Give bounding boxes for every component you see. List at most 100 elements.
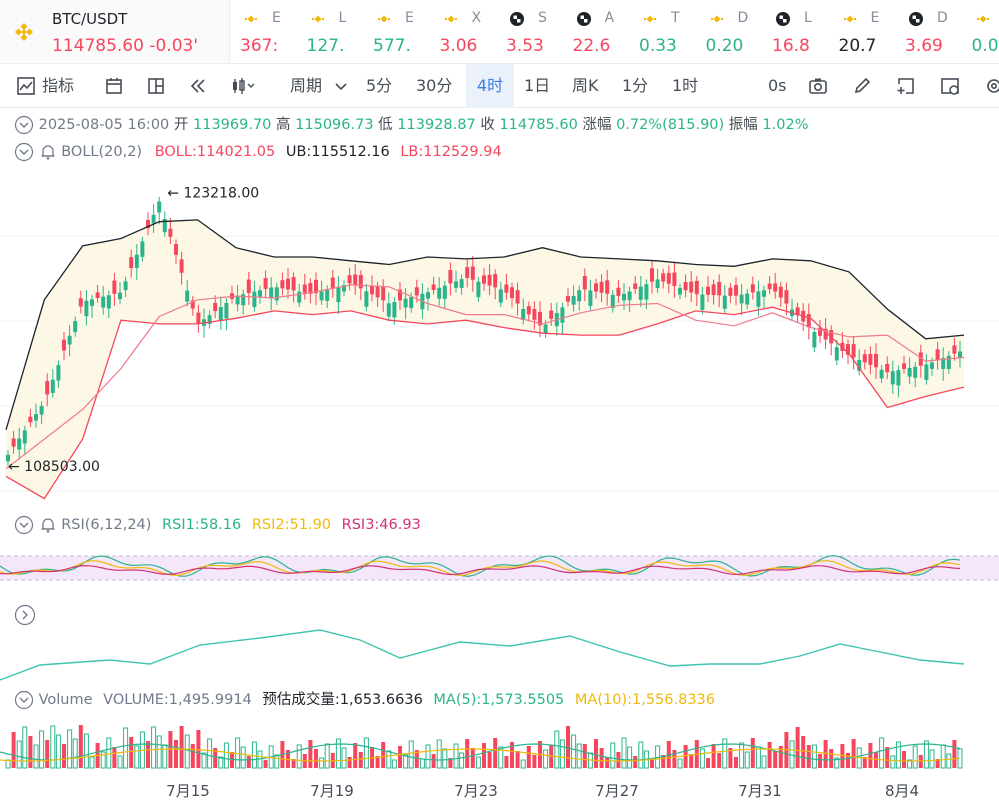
volume-bar bbox=[190, 744, 195, 768]
candle-body bbox=[560, 307, 565, 323]
ohlc-open-label: 开 bbox=[173, 117, 189, 133]
ticker-item-price: 3.53 bbox=[506, 36, 544, 56]
chevron-collapse-icon[interactable] bbox=[14, 142, 34, 162]
ticker-item[interactable]: L 127. bbox=[299, 0, 365, 63]
ticker-main-pair[interactable]: BTC/USDT 114785.60 -0.03' bbox=[0, 0, 230, 63]
candle-body bbox=[778, 286, 783, 298]
boll-name: BOLL(20,2) bbox=[61, 144, 143, 160]
volume-bar bbox=[465, 739, 470, 768]
ticker-item-symbol: T bbox=[671, 10, 680, 26]
bell-icon[interactable] bbox=[39, 143, 57, 161]
layout-icon[interactable] bbox=[146, 76, 166, 96]
interval-1m[interactable]: 1分 bbox=[622, 76, 649, 95]
volume-bar bbox=[341, 747, 347, 769]
candle-body bbox=[11, 438, 16, 447]
candle-body bbox=[913, 366, 918, 378]
ticker-item-price: 127. bbox=[306, 36, 345, 56]
binance-coin-icon bbox=[245, 15, 257, 23]
boll-lower-line bbox=[5, 306, 965, 500]
ticker-item[interactable]: D 0.20 bbox=[698, 0, 764, 63]
volume-bar bbox=[940, 744, 946, 769]
volume-bar bbox=[347, 757, 352, 768]
ticker-main-change: -0.03' bbox=[149, 36, 199, 56]
volume-bar bbox=[16, 740, 22, 769]
ticker-item[interactable]: A 22.6 bbox=[565, 0, 631, 63]
volume-bar bbox=[223, 742, 229, 769]
gear-icon[interactable] bbox=[984, 76, 999, 96]
ticker-item[interactable]: E 20.7 bbox=[831, 0, 897, 63]
candle-body bbox=[179, 259, 184, 273]
pen-icon[interactable] bbox=[852, 76, 872, 96]
candle-body bbox=[650, 268, 654, 282]
chevron-down-icon[interactable] bbox=[334, 76, 348, 96]
rewind-icon[interactable] bbox=[188, 76, 208, 96]
period-dropdown[interactable]: 周期 bbox=[290, 76, 323, 95]
ticker-item[interactable]: 0.0 bbox=[964, 0, 999, 63]
chevron-collapse-icon[interactable] bbox=[14, 115, 34, 135]
candle-body bbox=[941, 358, 946, 369]
interval-4h[interactable]: 4时 bbox=[466, 64, 514, 108]
chevron-collapse-icon[interactable] bbox=[14, 690, 34, 710]
candlestick-chart[interactable]: ← 123218.00 ← 108503.00 bbox=[0, 166, 999, 506]
candle-body bbox=[644, 284, 649, 300]
indicator-button[interactable]: 指标 bbox=[42, 76, 75, 95]
candle-body bbox=[689, 281, 694, 293]
ticker-item-symbol: D bbox=[737, 10, 749, 26]
volume-bar bbox=[874, 752, 878, 768]
volume-bar bbox=[683, 745, 688, 768]
volume-bar bbox=[566, 726, 570, 768]
boll-band-fill bbox=[6, 219, 964, 499]
volume-bar bbox=[89, 756, 95, 769]
bell-icon[interactable] bbox=[39, 516, 57, 534]
candle-body bbox=[700, 294, 705, 310]
ticker-item[interactable]: T 0.33 bbox=[631, 0, 697, 63]
candle-body bbox=[196, 312, 201, 324]
interval-5m[interactable]: 5分 bbox=[366, 76, 393, 95]
candle-body bbox=[739, 294, 744, 304]
candle-body bbox=[386, 303, 391, 317]
volume-bar bbox=[470, 748, 475, 768]
chart-toolbar: 指标 周期 5分 30分 4时 1日 周K 1分 1时 0s bbox=[0, 64, 999, 108]
ticker-item[interactable]: X 3.06 bbox=[432, 0, 498, 63]
candle-body bbox=[538, 311, 542, 326]
volume-bar bbox=[45, 740, 50, 768]
indicator-icon[interactable] bbox=[16, 76, 36, 96]
chart-settings-icon[interactable] bbox=[940, 76, 960, 96]
volume-bar bbox=[398, 746, 402, 768]
ohlc-open: 113969.70 bbox=[193, 117, 272, 133]
rsi3-value: RSI3:46.93 bbox=[341, 517, 421, 533]
candle-body bbox=[577, 290, 582, 302]
candle-body bbox=[258, 290, 262, 297]
ticker-item[interactable]: E 577. bbox=[365, 0, 431, 63]
ticker-item-symbol: E bbox=[405, 10, 414, 26]
candle-body bbox=[101, 296, 106, 308]
volume-bar bbox=[386, 750, 392, 769]
ticker-item[interactable]: L 16.8 bbox=[764, 0, 830, 63]
chevron-right-icon[interactable] bbox=[14, 604, 36, 626]
candle-body bbox=[549, 310, 554, 319]
ticker-item[interactable]: S 3.53 bbox=[498, 0, 564, 63]
candle-body bbox=[325, 289, 330, 301]
candle-body bbox=[129, 257, 134, 269]
add-indicator-icon[interactable] bbox=[896, 76, 916, 96]
boll-mid: BOLL:114021.05 bbox=[154, 144, 276, 160]
candle-type-icon[interactable] bbox=[230, 76, 256, 96]
volume-bar bbox=[296, 744, 302, 769]
volume-ma10-line bbox=[0, 748, 961, 762]
interval-1w[interactable]: 周K bbox=[572, 76, 599, 95]
ticker-item[interactable]: E 367: bbox=[232, 0, 298, 63]
volume-bar bbox=[83, 733, 89, 769]
candle-body bbox=[185, 290, 190, 302]
volume-bar bbox=[761, 755, 767, 769]
interval-1d[interactable]: 1日 bbox=[524, 76, 551, 95]
camera-icon[interactable] bbox=[808, 76, 828, 96]
candle-body bbox=[930, 362, 934, 369]
candle-body bbox=[45, 381, 50, 395]
calendar-icon[interactable] bbox=[104, 76, 124, 96]
candle-body bbox=[470, 266, 475, 280]
ticker-item[interactable]: D 3.69 bbox=[897, 0, 963, 63]
chevron-collapse-icon[interactable] bbox=[14, 515, 34, 535]
interval-1h[interactable]: 1时 bbox=[672, 76, 699, 95]
candle-body bbox=[773, 283, 778, 292]
interval-30m[interactable]: 30分 bbox=[416, 76, 453, 95]
